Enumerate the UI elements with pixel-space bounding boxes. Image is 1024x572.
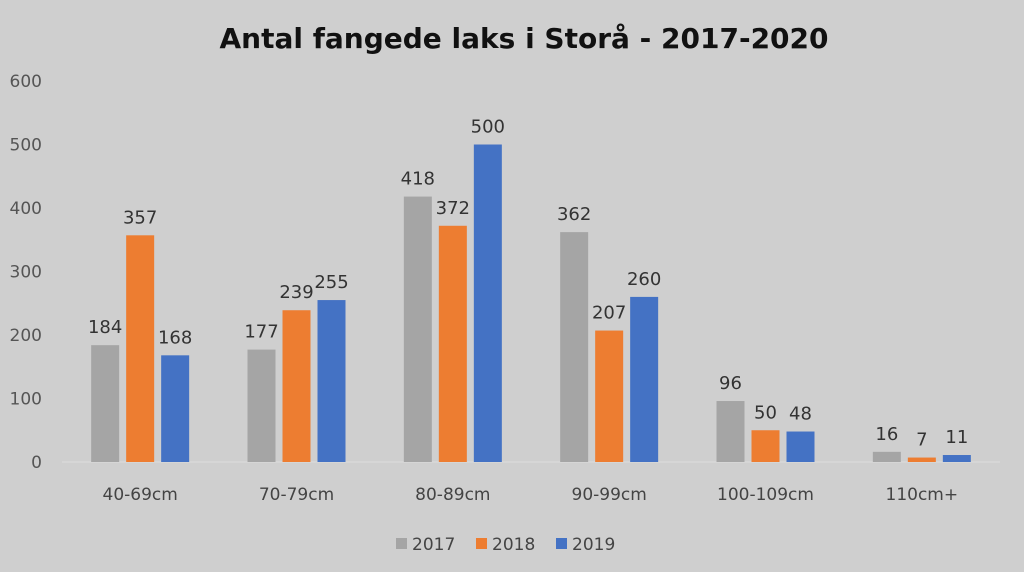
data-label: 239: [279, 282, 313, 303]
y-tick-label: 100: [10, 390, 42, 410]
legend-label: 2017: [412, 535, 455, 555]
data-label: 168: [158, 327, 192, 348]
bar-2019-110cm+: [942, 455, 971, 462]
data-label: 96: [719, 373, 742, 394]
data-label: 372: [436, 198, 470, 219]
x-tick-label: 40-69cm: [103, 485, 178, 505]
data-label: 16: [875, 424, 898, 445]
x-tick-label: 100-109cm: [717, 485, 814, 505]
y-tick-label: 200: [10, 326, 42, 346]
legend-label: 2019: [572, 535, 615, 555]
x-tick-label: 110cm+: [886, 485, 959, 505]
x-tick-label: 70-79cm: [259, 485, 334, 505]
x-tick-label: 80-89cm: [415, 485, 490, 505]
bar-2017-100-109cm: [716, 401, 745, 462]
legend-swatch-2018: [476, 538, 487, 549]
data-label: 207: [592, 303, 626, 324]
legend-swatch-2017: [396, 538, 407, 549]
data-label: 500: [471, 117, 505, 138]
data-label: 50: [754, 402, 777, 423]
x-tick-label: 90-99cm: [572, 485, 647, 505]
y-tick-label: 600: [10, 72, 42, 92]
bar-2018-40-69cm: [126, 235, 155, 462]
bar-2017-110cm+: [872, 451, 901, 462]
bar-2017-80-89cm: [403, 196, 432, 462]
y-tick-label: 500: [10, 136, 42, 156]
x-axis: 40-69cm 70-79cm 80-89cm 90-99cm 100-109cm 110…: [103, 485, 959, 505]
bar-2018-100-109cm: [751, 430, 780, 462]
bars-group: [91, 144, 971, 462]
data-label: 48: [789, 404, 812, 425]
data-label: 177: [244, 322, 278, 343]
data-label: 357: [123, 207, 157, 228]
bar-2019-90-99cm: [630, 296, 659, 462]
chart-title: Antal fangede laks i Storå - 2017-2020: [219, 22, 828, 55]
bar-2018-70-79cm: [282, 310, 311, 462]
data-label: 11: [945, 427, 968, 448]
legend-label: 2018: [492, 535, 535, 555]
bar-2018-110cm+: [907, 457, 936, 462]
y-tick-label: 0: [31, 453, 42, 473]
bar-2019-40-69cm: [161, 355, 190, 462]
data-label: 255: [314, 272, 348, 293]
bar-2018-80-89cm: [438, 225, 467, 462]
bar-2017-40-69cm: [91, 345, 120, 462]
bar-2017-70-79cm: [247, 349, 276, 462]
y-axis: 0 100 200 300 400 500 600: [10, 72, 42, 473]
y-tick-label: 300: [10, 263, 42, 283]
data-label: 7: [916, 430, 927, 451]
data-label: 362: [557, 204, 591, 225]
y-tick-label: 400: [10, 199, 42, 219]
legend-swatch-2019: [556, 538, 567, 549]
bar-2019-70-79cm: [317, 300, 346, 462]
data-label: 418: [401, 169, 435, 190]
bar-2018-90-99cm: [595, 330, 624, 462]
bar-2017-90-99cm: [560, 232, 589, 462]
bar-2019-80-89cm: [473, 144, 502, 462]
bar-2019-100-109cm: [786, 431, 815, 462]
legend: 2017 2018 2019: [396, 535, 615, 555]
data-label: 184: [88, 317, 122, 338]
data-label: 260: [627, 269, 661, 290]
